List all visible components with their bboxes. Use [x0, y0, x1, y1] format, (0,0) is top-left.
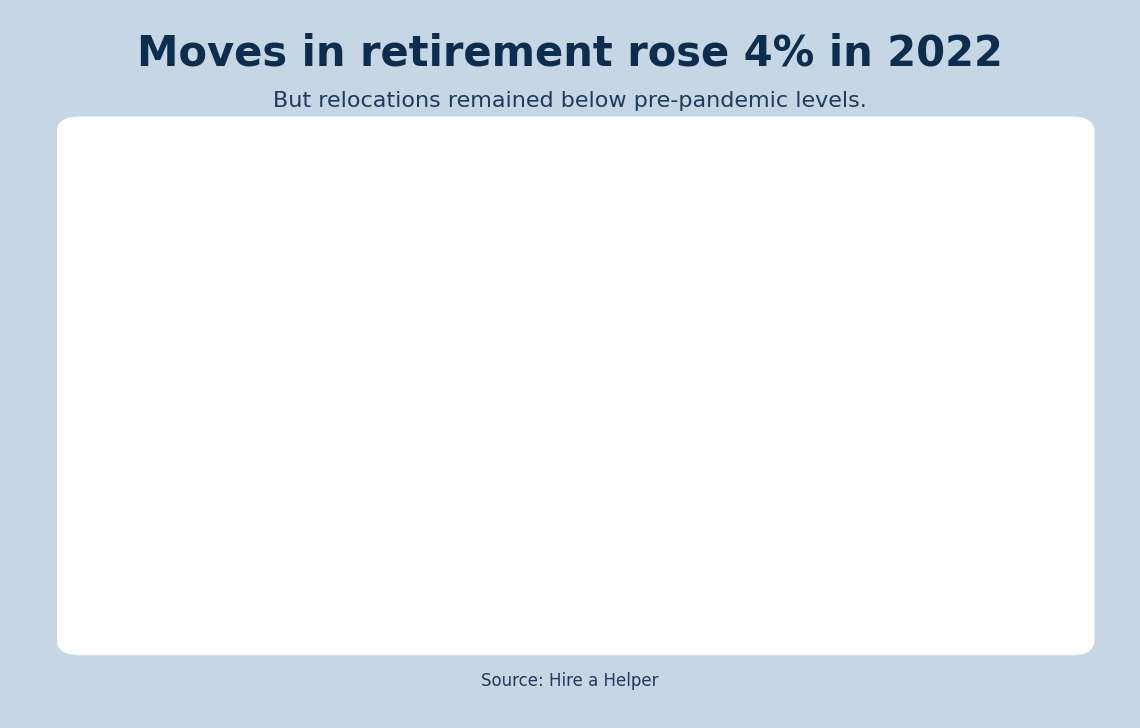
X-axis label: Year: Year [581, 612, 627, 630]
Text: Source: Hire a Helper: Source: Hire a Helper [481, 672, 659, 689]
Text: But relocations remained below pre-pandemic levels.: But relocations remained below pre-pande… [274, 91, 866, 111]
Text: Moves in retirement rose 4% in 2022: Moves in retirement rose 4% in 2022 [137, 33, 1003, 75]
Y-axis label: Americans who retired and moved: Americans who retired and moved [60, 240, 75, 503]
